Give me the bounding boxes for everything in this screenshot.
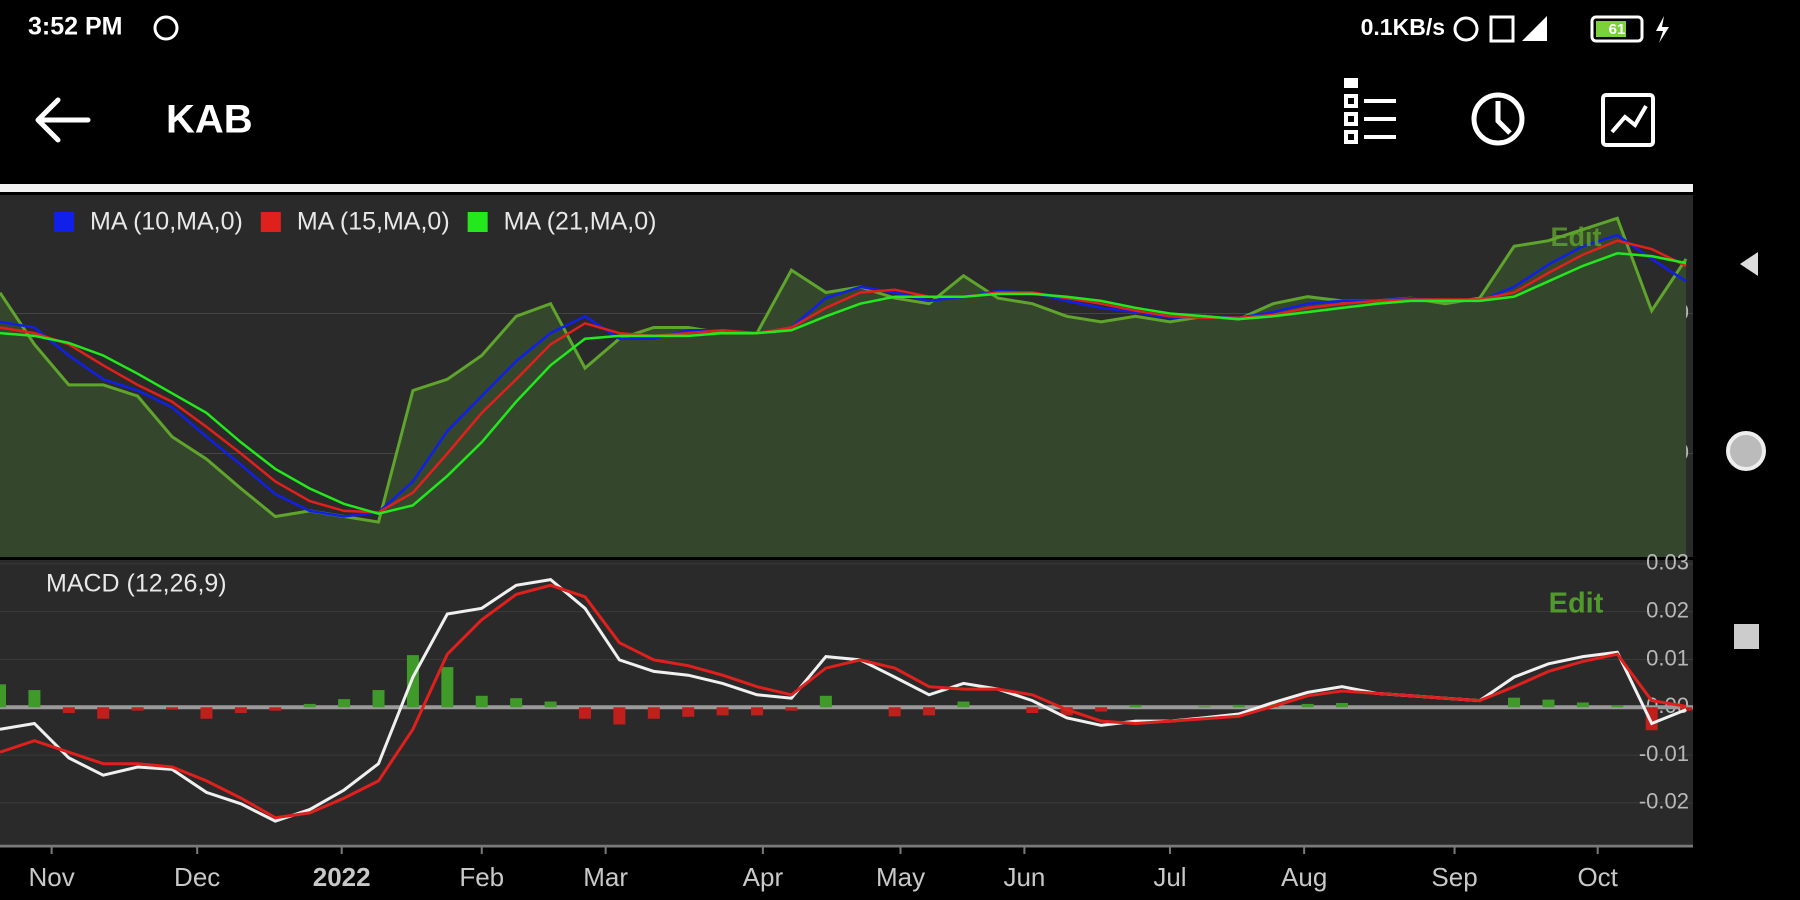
histogram-bar: [819, 695, 832, 708]
histogram-bar: [716, 707, 729, 716]
edit-label: Edit: [1549, 588, 1604, 620]
history-button[interactable]: [1471, 92, 1525, 146]
x-tick-label: Jul: [1153, 862, 1186, 892]
back-button[interactable]: [35, 97, 91, 143]
nav-home[interactable]: [1726, 431, 1766, 471]
histogram-bar: [97, 707, 110, 719]
alarm-icon: [1453, 16, 1479, 42]
charging-icon: [1656, 16, 1669, 43]
histogram-bar: [1336, 702, 1349, 708]
histogram-bar: [785, 707, 798, 711]
histogram-bar: [269, 707, 282, 711]
panel-background: [0, 560, 1693, 844]
histogram-bar: [0, 684, 6, 708]
histogram-bar: [1095, 707, 1108, 712]
histogram-bar: [62, 707, 75, 713]
x-tick-label: Feb: [459, 862, 504, 892]
battery-text: 61: [1609, 21, 1626, 38]
charts: 0.40000.3000MA (10,MA,0)MA (15,MA,0)MA (…: [0, 195, 1693, 892]
histogram-bar: [372, 690, 385, 708]
status-icon: [153, 15, 179, 41]
histogram-bar: [510, 698, 523, 708]
edit-label: Edit: [1551, 222, 1602, 252]
y-tick-label: 0.02: [1646, 597, 1689, 622]
price-area: [0, 218, 1687, 557]
histogram-bar: [1301, 703, 1314, 708]
histogram-bar: [578, 707, 591, 719]
histogram-bar: [1680, 707, 1693, 711]
histogram-bar: [957, 701, 970, 708]
histogram-bar: [1232, 704, 1245, 708]
legend-swatch: [260, 212, 281, 232]
app-title: KAB: [166, 98, 253, 142]
histogram-bar: [613, 707, 626, 725]
x-tick-label: Oct: [1577, 862, 1618, 892]
histogram-bar: [1198, 706, 1211, 708]
histogram-bar: [303, 703, 316, 708]
nav-back[interactable]: [1740, 252, 1758, 276]
x-tick-label: Sep: [1431, 862, 1477, 892]
x-tick-label: Aug: [1281, 862, 1327, 892]
battery-level: [1596, 21, 1626, 37]
battery-icon: [1590, 15, 1644, 43]
histogram-bar: [28, 690, 41, 708]
histogram-bar: [131, 707, 144, 711]
signal-line: [0, 583, 1687, 820]
histogram-bar: [682, 707, 695, 717]
histogram-bar: [338, 699, 351, 708]
sim-icon: [1489, 15, 1515, 43]
x-tick-label: Apr: [743, 862, 784, 892]
histogram-bar: [166, 707, 179, 710]
x-tick-label: Dec: [174, 862, 220, 892]
x-tick-label: Mar: [583, 862, 628, 892]
histogram-bar: [406, 655, 419, 708]
nav-recents[interactable]: [1734, 624, 1759, 649]
x-tick-label: 2022: [313, 862, 371, 892]
divider: [0, 184, 1693, 192]
histogram-bar: [441, 667, 454, 708]
legend-label: MA (10,MA,0): [90, 208, 243, 236]
histogram-bar: [234, 707, 247, 713]
x-tick-label: May: [876, 862, 925, 892]
y-tick-label: -0.02: [1639, 789, 1689, 814]
status-time: 3:52 PM: [28, 13, 122, 41]
histogram-bar: [923, 707, 936, 716]
histogram-bar: [888, 707, 901, 717]
ma-line: [0, 239, 1687, 514]
legend-label: MA (15,MA,0): [297, 208, 450, 236]
histogram-bar: [1645, 707, 1658, 731]
legend-label: MA (21,MA,0): [504, 208, 657, 236]
histogram-bar: [1508, 697, 1521, 708]
x-tick-label: Nov: [28, 862, 74, 892]
network-speed: 0.1KB/s: [1361, 14, 1445, 40]
y-tick-label: 0.01: [1646, 645, 1689, 670]
histogram-bar: [1576, 702, 1589, 708]
legend-swatch: [467, 212, 488, 232]
histogram-bar: [1542, 699, 1555, 708]
histogram-bar: [647, 707, 660, 719]
list-button[interactable]: [1344, 78, 1396, 144]
indicator-title: MACD (12,26,9): [46, 570, 227, 598]
ma-line: [0, 252, 1687, 515]
signal-icon: [1522, 16, 1547, 41]
legend-swatch: [54, 212, 74, 232]
histogram-bar: [1026, 707, 1039, 713]
histogram-bar: [751, 707, 764, 716]
chart-button[interactable]: [1601, 93, 1655, 147]
histogram-bar: [1060, 707, 1073, 716]
histogram-bar: [544, 701, 557, 708]
y-tick-label: -0.01: [1639, 741, 1689, 766]
y-tick-label: 0.03: [1646, 550, 1689, 575]
histogram-bar: [475, 695, 488, 708]
histogram-bar: [1611, 705, 1624, 708]
histogram-bar: [1129, 704, 1142, 708]
x-tick-label: Jun: [1003, 862, 1045, 892]
histogram-bar: [200, 707, 213, 719]
